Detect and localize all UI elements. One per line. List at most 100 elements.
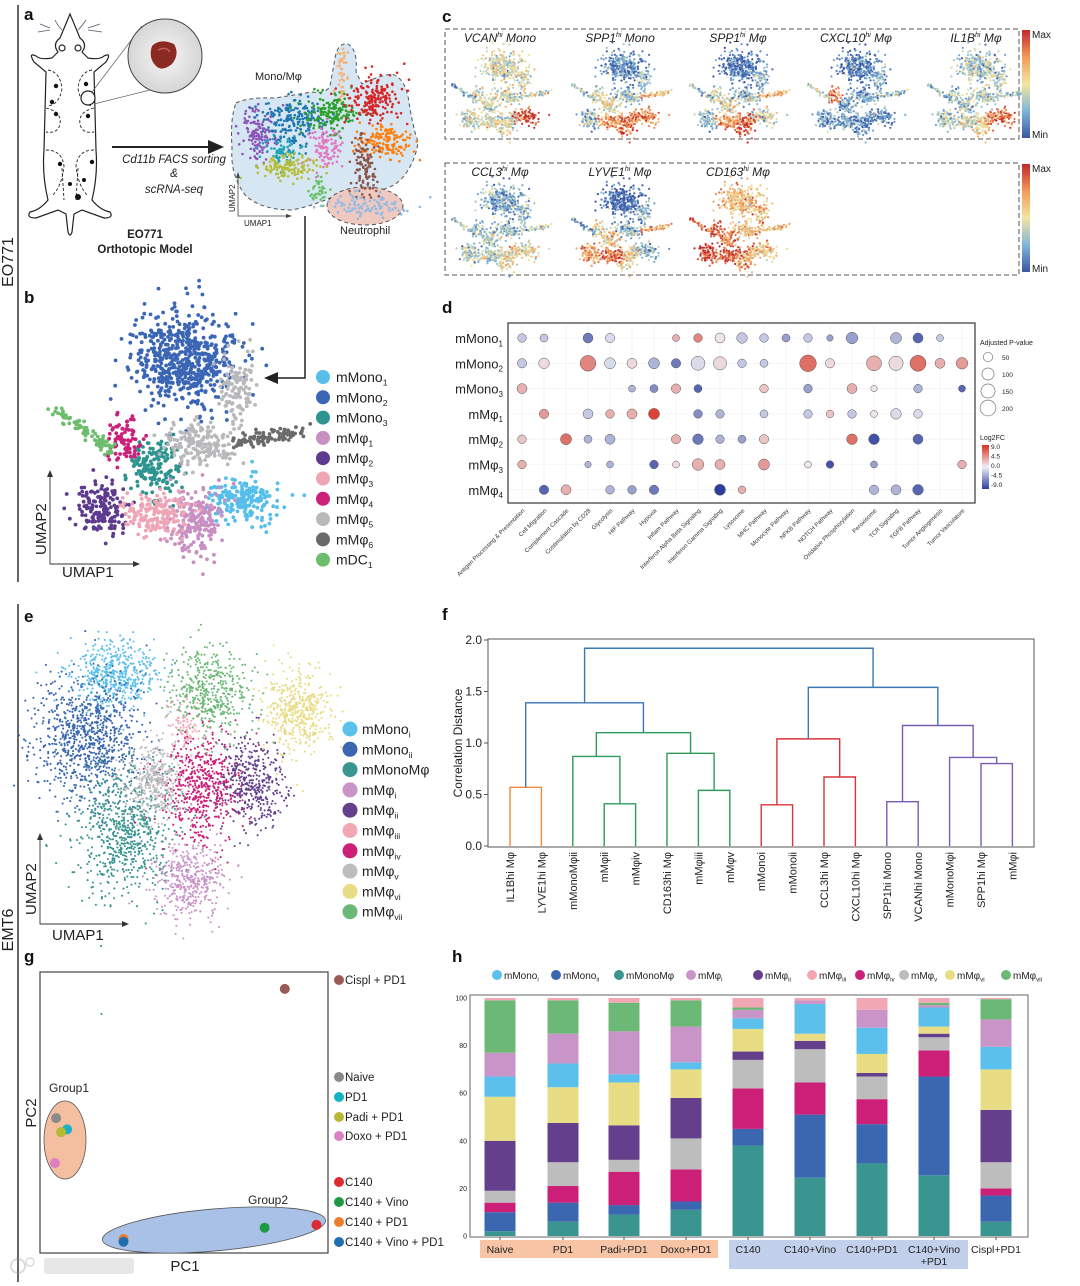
umap-point (248, 509, 253, 514)
umap-point (139, 340, 144, 345)
umap-point (249, 378, 254, 382)
umap-point (312, 124, 316, 127)
umap-point (146, 348, 151, 353)
umap-point (465, 125, 469, 128)
umap-point (152, 451, 157, 455)
umap-point (632, 50, 635, 53)
panel-label-e: e (24, 607, 33, 626)
umap-point (82, 419, 86, 424)
umap-point (520, 72, 523, 75)
umap-point (476, 99, 479, 102)
umap-point (358, 214, 362, 218)
umap-point (207, 358, 212, 362)
umap-point (248, 435, 253, 440)
umap-point (279, 140, 282, 143)
umap-point (198, 507, 203, 512)
umap-point (397, 209, 400, 213)
umap-point (286, 116, 289, 119)
umap-point (151, 364, 156, 369)
umap-point (237, 438, 242, 443)
umap-point (223, 363, 228, 368)
umap-point (129, 486, 133, 491)
umap-point (511, 129, 514, 132)
umap-point (398, 160, 401, 163)
umap-point (247, 138, 251, 142)
feature-plot: SPP1hi Mono (570, 31, 673, 144)
umap-point (637, 53, 640, 57)
umap-point (91, 429, 96, 434)
umap-point (167, 371, 172, 376)
umap-point (164, 347, 169, 352)
umap-point (99, 441, 103, 445)
umap-point (463, 112, 466, 115)
umap-point (509, 66, 512, 69)
umap-point (494, 78, 497, 81)
umap-point (315, 148, 319, 152)
umap-point (234, 124, 238, 128)
umap-point (196, 440, 201, 444)
umap-point (405, 122, 409, 126)
umap-point (599, 69, 602, 73)
umap-point (289, 106, 293, 109)
umap-point (90, 503, 95, 508)
umap-point (263, 523, 267, 528)
legend-label: mMono3 (336, 410, 388, 429)
umap-point (362, 203, 365, 206)
umap-point (237, 143, 241, 146)
umap-point (355, 197, 359, 201)
umap-point (99, 445, 104, 449)
umap-point (261, 123, 264, 127)
umap-point (227, 490, 232, 494)
panel-label-d: d (442, 298, 452, 317)
umap-point (300, 113, 303, 116)
umap-point (390, 110, 393, 114)
umap-point (353, 144, 357, 148)
umap-point (478, 91, 481, 94)
umap-point (633, 62, 637, 65)
umap-point (502, 132, 505, 135)
umap-point (496, 128, 499, 132)
umap-point (299, 102, 302, 106)
umap-point (243, 391, 248, 396)
umap-point (131, 333, 135, 338)
umap-point (258, 125, 262, 129)
umap-point (211, 425, 216, 430)
umap-point (616, 67, 619, 70)
umap-point (230, 401, 235, 406)
umap-point (308, 168, 311, 171)
umap-point (385, 139, 389, 143)
umap-point (163, 486, 168, 491)
umap-point (353, 207, 357, 210)
panel-label-f: f (442, 605, 448, 624)
umap-point (119, 435, 124, 440)
panel-label-h: h (452, 947, 462, 966)
umap-point (313, 110, 316, 113)
umap-point (200, 427, 205, 432)
umap-point (178, 360, 183, 364)
umap-point (295, 159, 299, 162)
umap-point (498, 122, 501, 125)
umap-point (199, 384, 204, 388)
umap-point (350, 108, 353, 112)
umap-point (330, 138, 333, 141)
umap-point (196, 534, 200, 538)
umap-point (275, 162, 279, 166)
umap-point (166, 351, 171, 356)
umap-point (286, 428, 290, 433)
umap-point (317, 106, 320, 110)
umap-point (512, 86, 515, 89)
umap-point (315, 158, 319, 162)
umap-point (170, 365, 175, 370)
umap-point (360, 108, 364, 111)
umap-point (524, 92, 527, 95)
umap-point (341, 141, 344, 144)
umap-point (611, 111, 614, 114)
umap-point (320, 147, 324, 150)
umap-point (209, 366, 214, 371)
umap-point (159, 366, 164, 371)
umap-point (200, 446, 205, 451)
umap-point (644, 114, 647, 117)
umap-point (357, 103, 361, 107)
umap-point (622, 59, 625, 62)
